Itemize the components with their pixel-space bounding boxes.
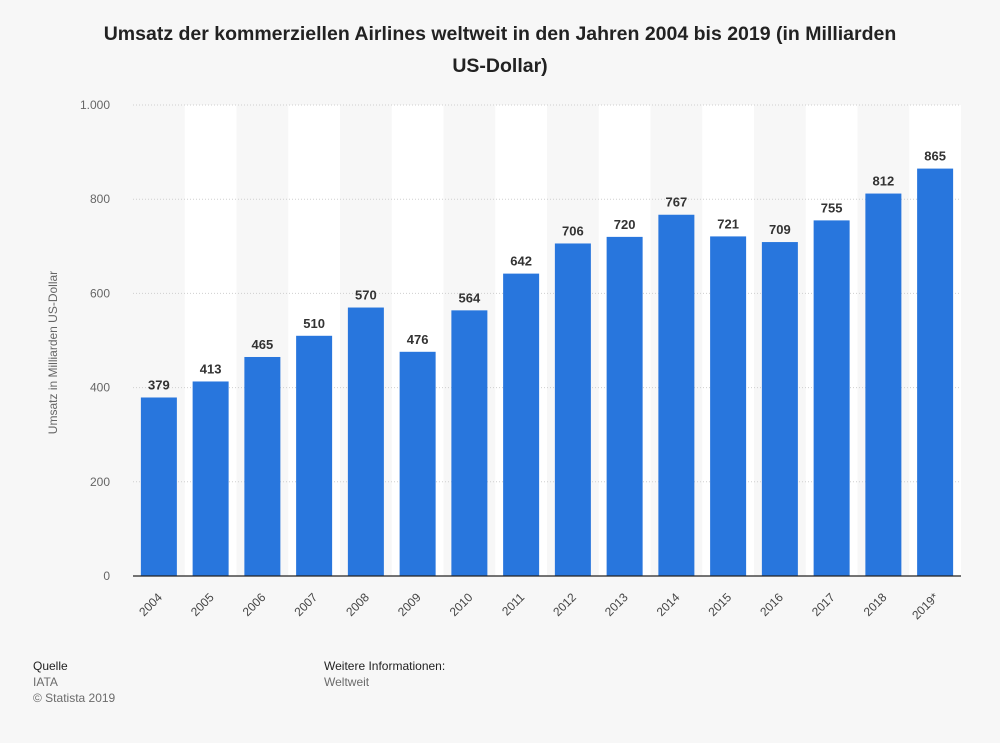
- bar: [865, 193, 902, 576]
- bar-value-label: 865: [924, 149, 946, 164]
- source-heading: Quelle: [33, 659, 68, 673]
- bar: [140, 397, 177, 576]
- x-tick-label: 2006: [240, 590, 269, 619]
- bar-value-label: 476: [407, 332, 429, 347]
- bar: [554, 243, 591, 576]
- bar: [296, 335, 333, 576]
- info-value: Weltweit: [324, 675, 370, 689]
- bar-value-label: 413: [200, 361, 222, 376]
- source-section: Quelle IATA © Statista 2019: [33, 658, 115, 706]
- bar-value-label: 465: [252, 337, 274, 352]
- info-heading: Weitere Informationen:: [324, 659, 446, 673]
- x-tick-label: 2018: [861, 590, 890, 619]
- bar: [813, 220, 850, 576]
- x-tick-label: 2007: [291, 590, 320, 619]
- bar-value-label: 706: [562, 223, 584, 238]
- x-tick-label: 2013: [602, 590, 631, 619]
- bar: [710, 236, 747, 576]
- y-tick-label: 200: [90, 475, 110, 489]
- copyright-text: © Statista 2019: [33, 691, 116, 705]
- bar: [606, 236, 643, 576]
- bar: [451, 310, 488, 576]
- bar: [244, 356, 281, 576]
- x-tick-label: 2008: [343, 590, 372, 619]
- y-tick-label: 400: [90, 381, 110, 395]
- info-section: Weitere Informationen: Weltweit: [324, 658, 445, 690]
- y-tick-label: 800: [90, 192, 110, 206]
- bar-value-label: 721: [717, 216, 739, 231]
- y-tick-label: 0: [103, 569, 110, 583]
- x-tick-label: 2005: [188, 590, 217, 619]
- bar: [917, 168, 954, 576]
- bar: [503, 273, 540, 576]
- bar: [399, 351, 436, 576]
- bar-value-label: 642: [510, 254, 532, 269]
- x-tick-label: 2009: [395, 590, 424, 619]
- bar: [347, 307, 384, 576]
- bar: [192, 381, 229, 576]
- bar-value-label: 720: [614, 217, 636, 232]
- x-tick-label: 2010: [447, 590, 476, 619]
- y-axis-label: Umsatz in Milliarden US-Dollar: [46, 271, 60, 434]
- x-tick-label: 2016: [757, 590, 786, 619]
- x-tick-label: 2019*: [909, 590, 941, 622]
- bar: [761, 242, 798, 576]
- bar-value-label: 564: [459, 290, 481, 305]
- bar-value-label: 812: [873, 174, 895, 189]
- bar-value-label: 570: [355, 288, 377, 303]
- x-tick-label: 2004: [136, 590, 165, 619]
- chart-title: Umsatz der kommerziellen Airlines weltwe…: [103, 23, 897, 77]
- bar-value-label: 767: [666, 195, 688, 210]
- y-tick-label: 600: [90, 286, 110, 300]
- bar-value-label: 510: [303, 316, 325, 331]
- bar-value-label: 709: [769, 222, 791, 237]
- x-tick-label: 2014: [654, 590, 683, 619]
- x-tick-label: 2015: [705, 590, 734, 619]
- bar-value-label: 755: [821, 200, 843, 215]
- source-name: IATA: [33, 675, 58, 689]
- y-tick-label: 1.000: [80, 98, 110, 112]
- bar-value-label: 379: [148, 377, 170, 392]
- x-tick-label: 2011: [499, 590, 527, 618]
- x-tick-label: 2017: [809, 590, 838, 619]
- x-tick-label: 2012: [550, 590, 579, 619]
- bar: [658, 214, 695, 577]
